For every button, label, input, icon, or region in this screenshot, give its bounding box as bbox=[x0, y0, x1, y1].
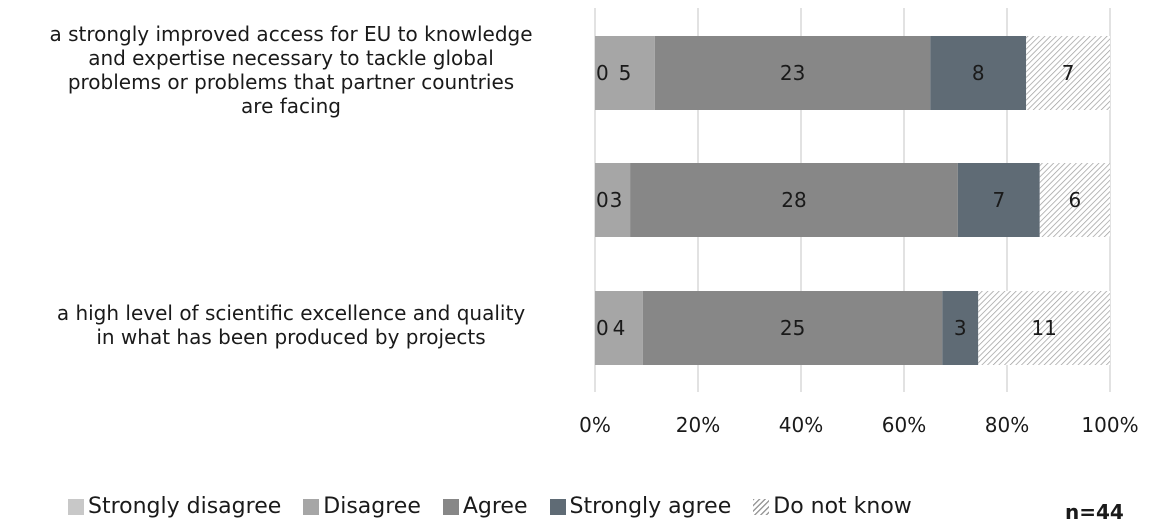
data-label: 11 bbox=[1031, 316, 1056, 340]
bar-segment bbox=[1039, 163, 1110, 237]
category-label-line: in what has been produced by projects bbox=[96, 325, 486, 349]
data-label: 7 bbox=[992, 188, 1005, 212]
bar-segment bbox=[654, 36, 931, 110]
data-label: 0 bbox=[596, 316, 609, 340]
data-label: 6 bbox=[1069, 188, 1082, 212]
x-tick-label: 60% bbox=[882, 413, 926, 437]
data-label: 28 bbox=[781, 188, 806, 212]
category-label: a high level of scientific excellence an… bbox=[0, 301, 582, 349]
category-label-line: a strongly improved access for EU to kno… bbox=[49, 22, 533, 46]
legend-item: Strongly disagree bbox=[68, 494, 281, 519]
bar-segment bbox=[630, 163, 958, 237]
category-label-line: a high level of scientific excellence an… bbox=[56, 301, 526, 325]
data-label: 25 bbox=[780, 316, 805, 340]
bar-segment bbox=[930, 36, 1027, 110]
bar-segment bbox=[642, 291, 943, 365]
x-tick-label: 100% bbox=[1081, 413, 1138, 437]
category-label-line: are facing bbox=[241, 94, 341, 118]
legend-swatch bbox=[549, 498, 566, 515]
bar-segment bbox=[595, 291, 643, 365]
legend-swatch bbox=[68, 498, 84, 515]
data-label: 5 bbox=[619, 61, 632, 85]
legend-label: Strongly disagree bbox=[88, 494, 282, 519]
legend-label: Agree bbox=[462, 494, 528, 519]
bar-segment bbox=[957, 163, 1040, 237]
bar-segment bbox=[595, 163, 631, 237]
bar-segment bbox=[942, 291, 979, 365]
legend-swatch bbox=[442, 498, 459, 515]
legend-swatch bbox=[303, 498, 320, 515]
bar-segment bbox=[1026, 36, 1110, 110]
data-label: 0 bbox=[596, 188, 609, 212]
legend-label: Disagree bbox=[323, 494, 421, 519]
legend-item: Disagree bbox=[303, 494, 421, 519]
data-label: 3 bbox=[610, 188, 623, 212]
legend-swatch bbox=[753, 498, 770, 515]
category-label: a strongly improved access for EU to kno… bbox=[0, 22, 582, 118]
category-label-line: problems or problems that partner countr… bbox=[67, 70, 515, 94]
data-label: 0 bbox=[596, 61, 609, 85]
legend-item: Do not know bbox=[753, 494, 912, 519]
data-label: 4 bbox=[613, 316, 626, 340]
legend-label: Do not know bbox=[773, 494, 912, 519]
x-tick-label: 80% bbox=[985, 413, 1029, 437]
data-label: 3 bbox=[954, 316, 967, 340]
category-label-line: and expertise necessary to tackle global bbox=[88, 46, 494, 70]
x-tick-label: 0% bbox=[579, 413, 611, 437]
x-tick-label: 20% bbox=[676, 413, 720, 437]
bar-segment bbox=[978, 291, 1110, 365]
legend-item: Agree bbox=[442, 494, 528, 519]
sample-size-note: n=44 bbox=[1065, 500, 1124, 524]
data-label: 7 bbox=[1062, 61, 1075, 85]
legend: Strongly disagree Disagree Agree Strongly a… bbox=[68, 494, 934, 519]
data-label: 8 bbox=[972, 61, 985, 85]
x-tick-label: 40% bbox=[779, 413, 823, 437]
legend-label: Strongly agree bbox=[569, 494, 732, 519]
bar-segment bbox=[595, 36, 655, 110]
legend-item: Strongly agree bbox=[549, 494, 732, 519]
data-label: 23 bbox=[780, 61, 805, 85]
